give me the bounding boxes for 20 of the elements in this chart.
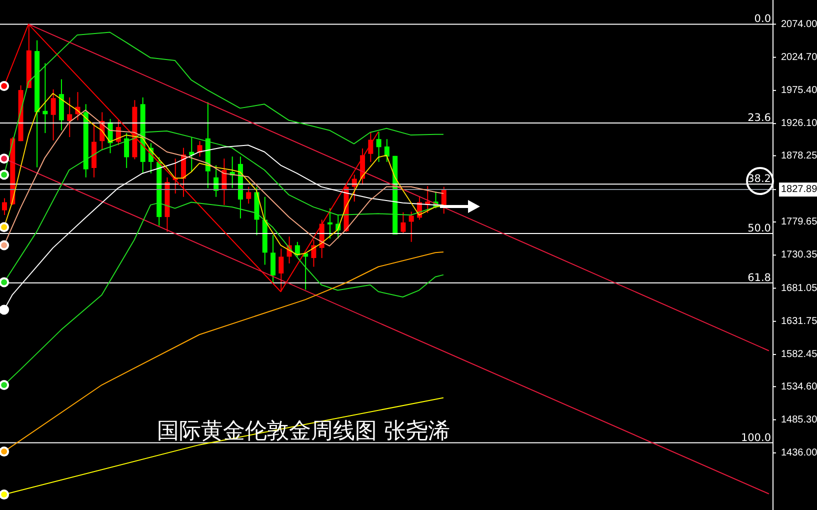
ref-line-label: 23.6 bbox=[748, 112, 772, 124]
ref-line-label: 38.2 bbox=[748, 173, 771, 186]
y-tick-label: 2074.00 bbox=[781, 18, 817, 30]
y-tick-label: 1631.75 bbox=[781, 316, 817, 327]
y-tick-label: 2024.70 bbox=[781, 52, 817, 63]
y-tick-label: 1926.10 bbox=[781, 118, 817, 130]
y-tick-label: 1827.89 bbox=[781, 184, 817, 196]
y-tick-label: 1534.60 bbox=[781, 381, 817, 392]
ref-line-label: 50.0 bbox=[748, 222, 771, 235]
ref-line-label: 100.0 bbox=[740, 432, 771, 444]
y-tick-label: 1485.30 bbox=[781, 414, 817, 426]
y-tick-label: 1681.05 bbox=[781, 282, 817, 294]
y-tick-label: 1779.65 bbox=[781, 216, 817, 228]
y-tick-label: 1975.40 bbox=[781, 85, 817, 96]
y-tick-label: 1436.00 bbox=[781, 448, 817, 459]
y-tick-label: 1878.25 bbox=[781, 150, 817, 162]
y-tick-label: 1730.35 bbox=[781, 250, 817, 261]
y-tick-label: 1582.45 bbox=[781, 349, 817, 360]
ref-line-label: 0.0 bbox=[754, 13, 771, 26]
ref-line-label: 61.8 bbox=[748, 272, 771, 284]
